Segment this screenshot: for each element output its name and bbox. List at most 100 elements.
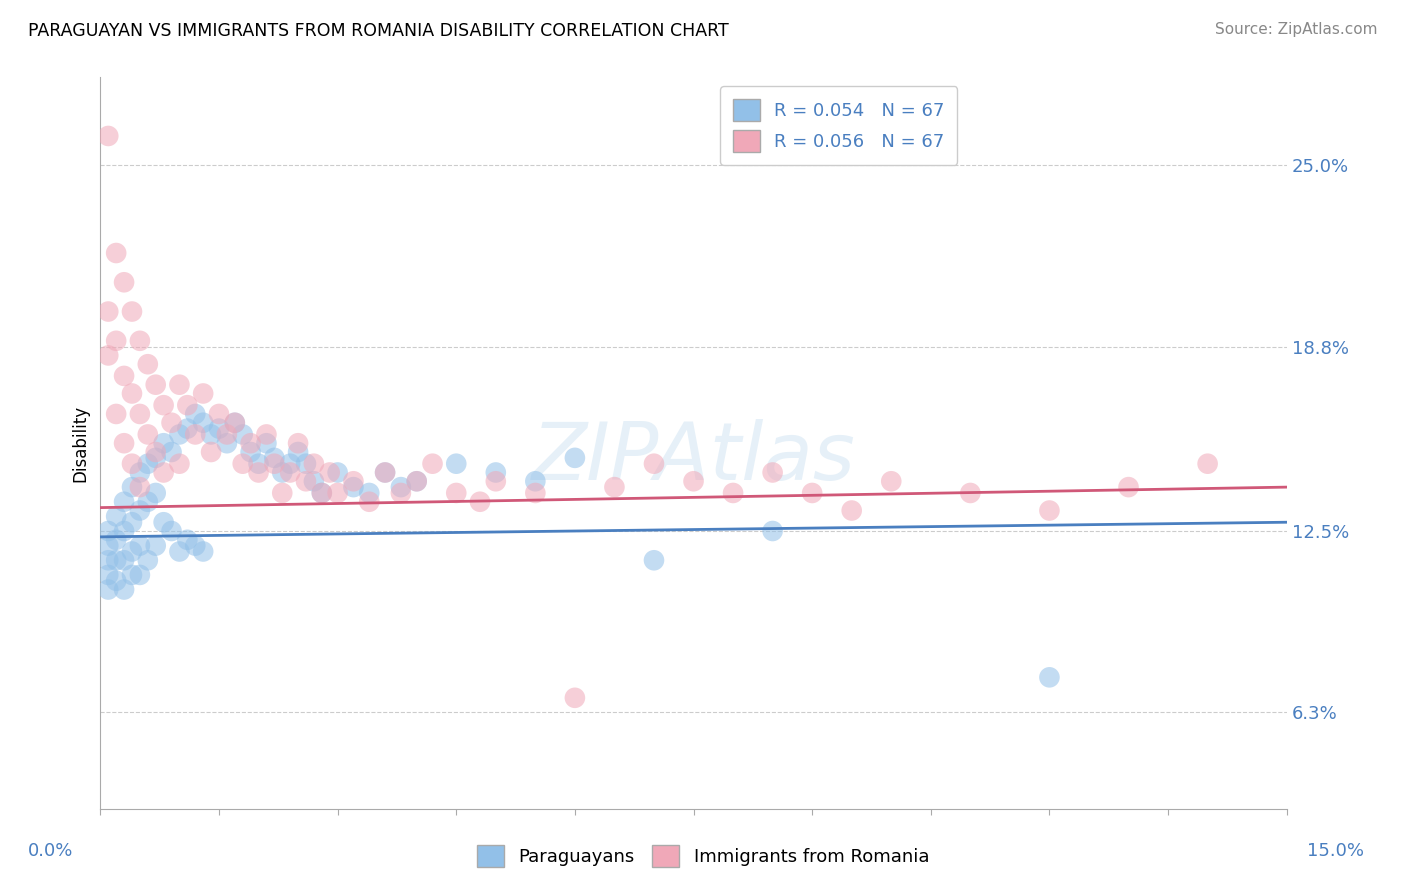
Point <box>145 377 167 392</box>
Point <box>121 386 143 401</box>
Point <box>121 304 143 318</box>
Text: Source: ZipAtlas.com: Source: ZipAtlas.com <box>1215 22 1378 37</box>
Point <box>97 553 120 567</box>
Point <box>160 416 183 430</box>
Point <box>160 524 183 538</box>
Point <box>193 386 215 401</box>
Point <box>121 568 143 582</box>
Point <box>208 407 231 421</box>
Point <box>374 466 396 480</box>
Point <box>121 457 143 471</box>
Point <box>405 475 427 489</box>
Point <box>97 582 120 597</box>
Text: 15.0%: 15.0% <box>1306 842 1364 860</box>
Text: ZIPAtlas: ZIPAtlas <box>531 419 855 497</box>
Point <box>152 466 174 480</box>
Point <box>841 503 863 517</box>
Point <box>287 445 309 459</box>
Point <box>1118 480 1140 494</box>
Point <box>160 445 183 459</box>
Point <box>256 427 278 442</box>
Point <box>136 357 159 371</box>
Point <box>247 466 270 480</box>
Point <box>176 398 198 412</box>
Point <box>112 436 135 450</box>
Point <box>326 466 349 480</box>
Point <box>880 475 903 489</box>
Point <box>278 457 301 471</box>
Point <box>136 457 159 471</box>
Point <box>311 486 333 500</box>
Point <box>389 486 412 500</box>
Point <box>389 480 412 494</box>
Point <box>136 427 159 442</box>
Point <box>721 486 744 500</box>
Point <box>564 690 586 705</box>
Point <box>256 436 278 450</box>
Point <box>105 553 128 567</box>
Point <box>128 407 150 421</box>
Point <box>200 427 222 442</box>
Point <box>128 539 150 553</box>
Point <box>468 494 491 508</box>
Point <box>208 421 231 435</box>
Point <box>105 574 128 588</box>
Point <box>1038 670 1060 684</box>
Point <box>278 466 301 480</box>
Point <box>145 539 167 553</box>
Point <box>247 457 270 471</box>
Point <box>422 457 444 471</box>
Legend: Paraguayans, Immigrants from Romania: Paraguayans, Immigrants from Romania <box>470 838 936 874</box>
Point <box>215 427 238 442</box>
Point <box>97 524 120 538</box>
Point <box>121 544 143 558</box>
Point <box>295 457 318 471</box>
Point <box>232 427 254 442</box>
Point <box>643 553 665 567</box>
Point <box>176 421 198 435</box>
Point <box>152 398 174 412</box>
Point <box>311 486 333 500</box>
Point <box>97 539 120 553</box>
Point <box>105 533 128 547</box>
Legend: R = 0.054   N = 67, R = 0.056   N = 67: R = 0.054 N = 67, R = 0.056 N = 67 <box>720 87 957 165</box>
Point <box>169 544 191 558</box>
Point <box>184 407 207 421</box>
Point <box>105 407 128 421</box>
Point <box>128 568 150 582</box>
Point <box>128 466 150 480</box>
Point <box>97 304 120 318</box>
Point <box>105 509 128 524</box>
Point <box>319 466 342 480</box>
Point <box>97 568 120 582</box>
Y-axis label: Disability: Disability <box>72 405 89 482</box>
Point <box>128 334 150 348</box>
Point <box>1197 457 1219 471</box>
Point <box>524 486 547 500</box>
Point <box>603 480 626 494</box>
Point <box>302 475 325 489</box>
Point <box>193 544 215 558</box>
Point <box>239 445 262 459</box>
Point <box>524 475 547 489</box>
Point <box>342 475 364 489</box>
Point <box>184 427 207 442</box>
Point <box>128 503 150 517</box>
Point <box>145 445 167 459</box>
Point <box>263 450 285 465</box>
Point <box>342 480 364 494</box>
Point <box>152 515 174 529</box>
Point <box>801 486 824 500</box>
Point <box>200 445 222 459</box>
Text: PARAGUAYAN VS IMMIGRANTS FROM ROMANIA DISABILITY CORRELATION CHART: PARAGUAYAN VS IMMIGRANTS FROM ROMANIA DI… <box>28 22 728 40</box>
Point <box>287 436 309 450</box>
Point <box>112 368 135 383</box>
Text: 0.0%: 0.0% <box>28 842 73 860</box>
Point <box>112 275 135 289</box>
Point <box>128 480 150 494</box>
Point <box>1038 503 1060 517</box>
Point <box>193 416 215 430</box>
Point <box>405 475 427 489</box>
Point <box>359 494 381 508</box>
Point <box>271 466 294 480</box>
